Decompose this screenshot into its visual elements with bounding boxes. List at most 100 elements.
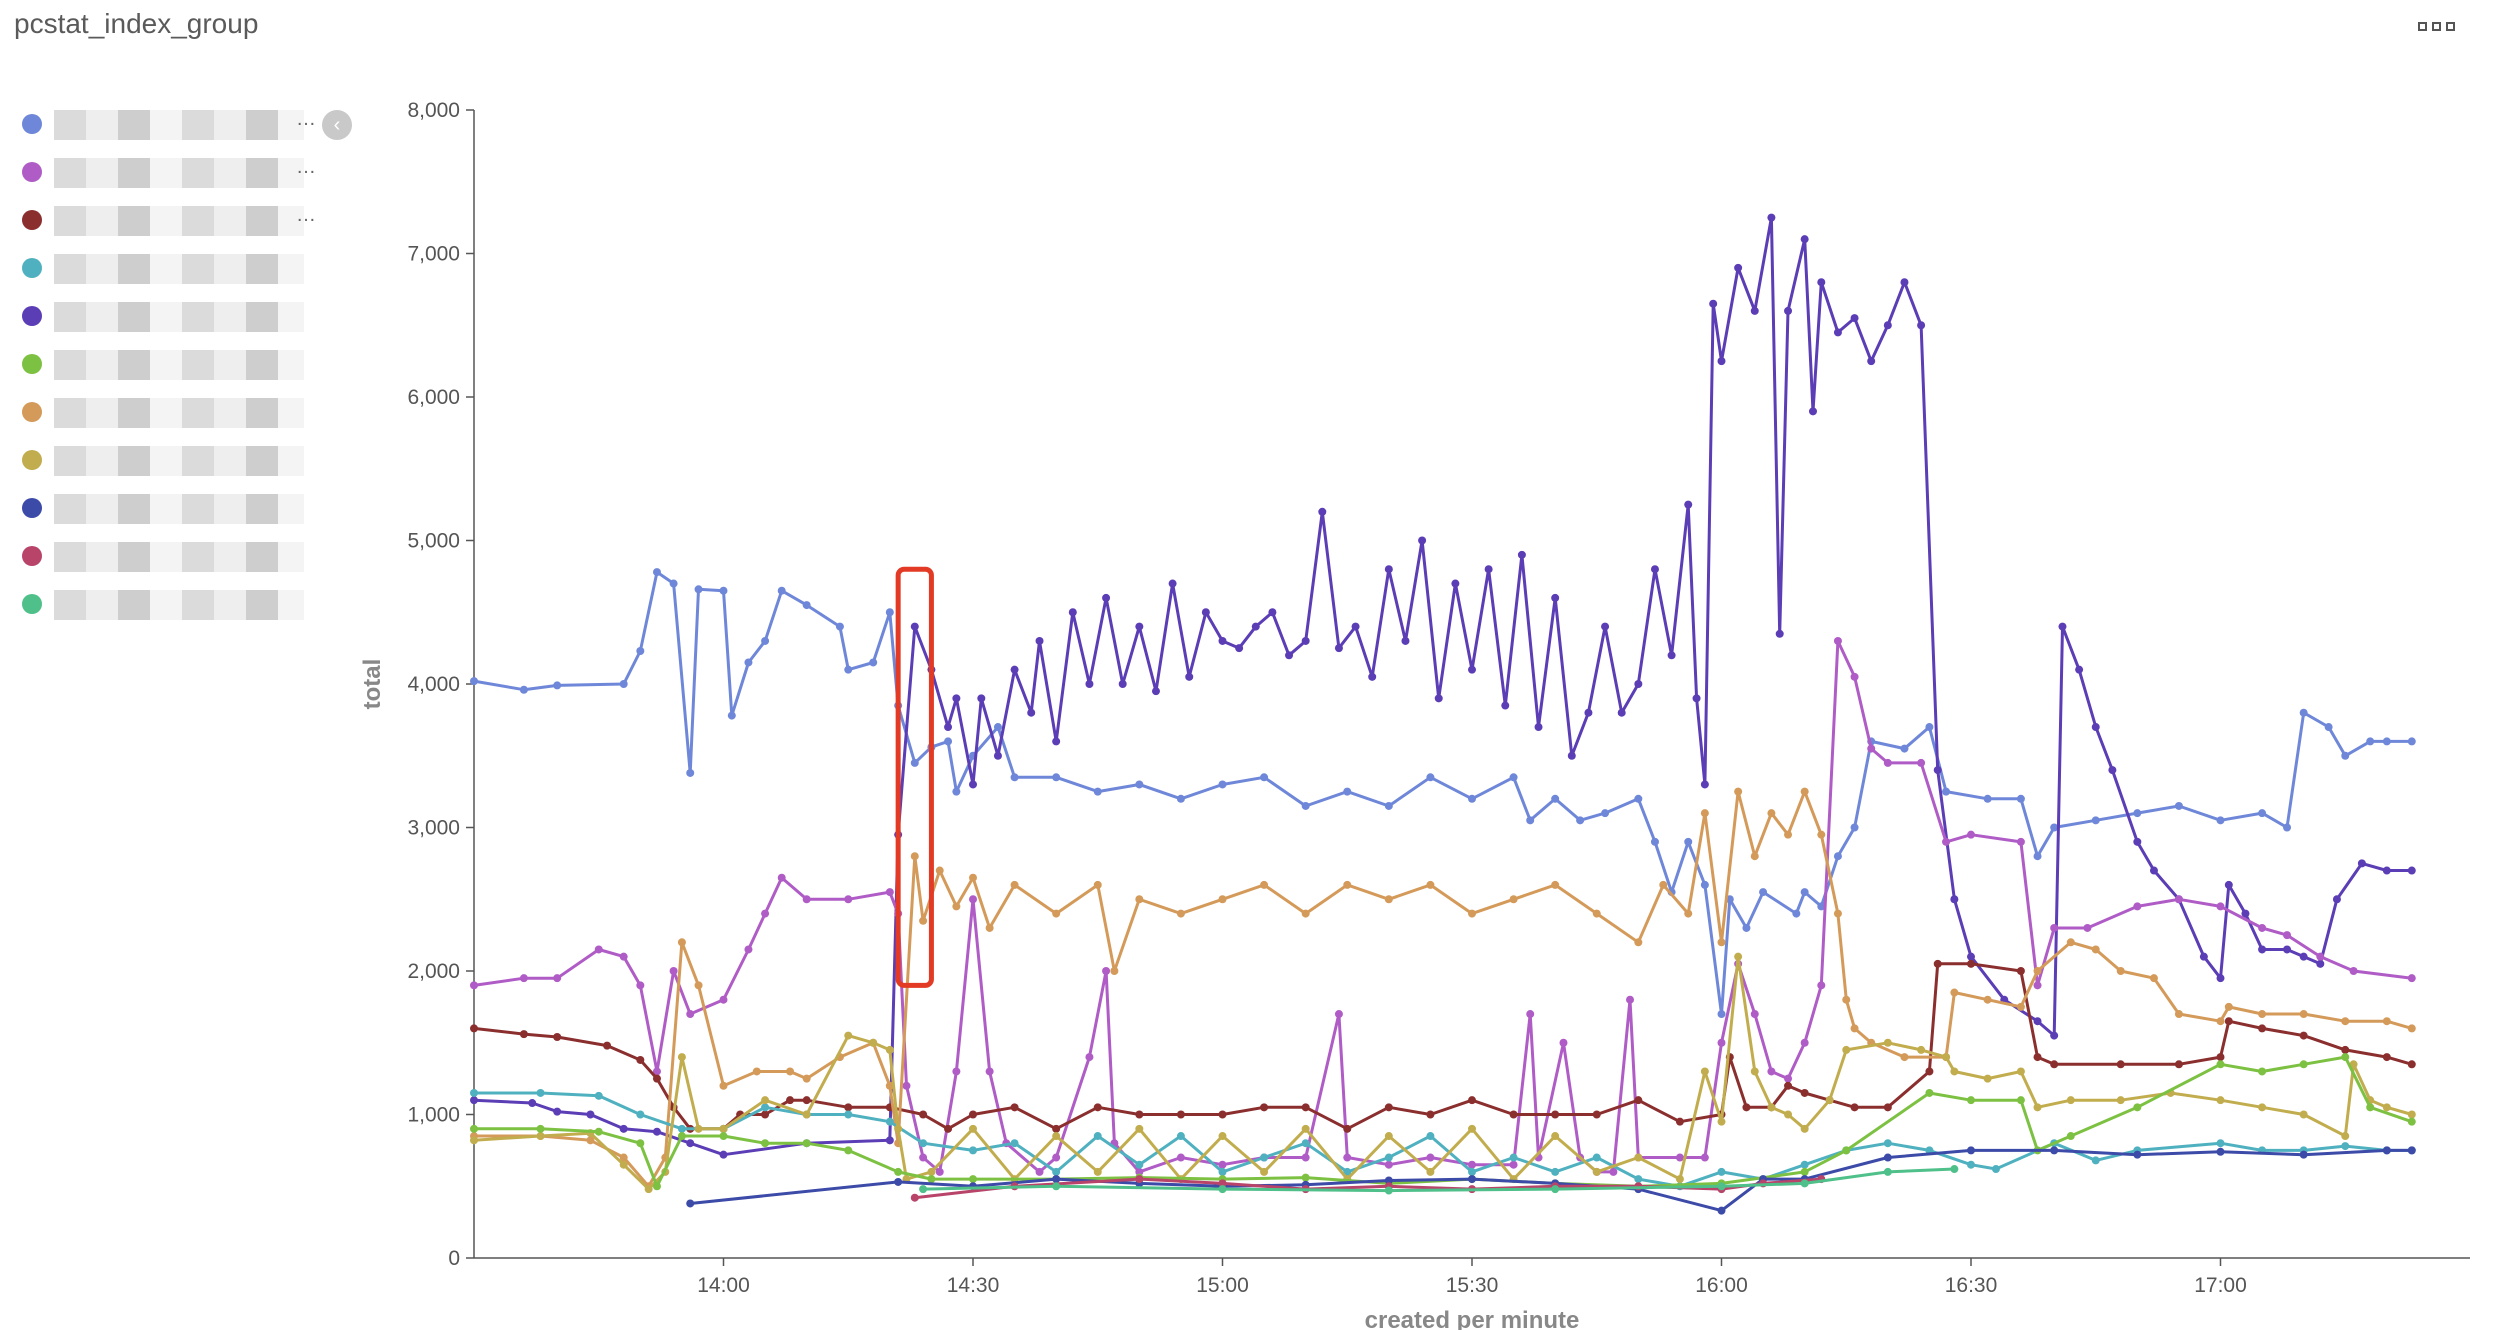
data-point	[1933, 959, 1942, 968]
data-point	[719, 1124, 728, 1133]
legend-item[interactable]	[14, 436, 314, 484]
data-point	[677, 1132, 686, 1141]
data-point	[1700, 780, 1709, 789]
data-point	[619, 1160, 628, 1169]
data-point	[1950, 988, 1959, 997]
data-point	[1750, 306, 1759, 315]
data-point	[1551, 880, 1560, 889]
data-point	[835, 622, 844, 631]
data-point	[1592, 1153, 1601, 1162]
data-point	[1767, 809, 1776, 818]
data-point	[744, 658, 753, 667]
legend-item[interactable]: …	[14, 148, 316, 196]
data-point	[1983, 1074, 1992, 1083]
data-point	[1468, 1096, 1476, 1105]
legend: ………	[14, 100, 316, 628]
legend-color-dot	[22, 258, 42, 278]
data-point	[470, 1136, 478, 1145]
data-point	[2299, 1060, 2308, 1069]
data-point	[1950, 1067, 1959, 1076]
data-point	[1684, 909, 1693, 918]
data-point	[1551, 593, 1560, 602]
data-point	[719, 1132, 728, 1141]
data-point	[677, 1053, 686, 1062]
data-point	[1800, 1160, 1809, 1169]
legend-item[interactable]	[14, 244, 314, 292]
data-point	[1426, 1167, 1435, 1176]
data-point	[1301, 1139, 1310, 1148]
data-point	[1343, 1153, 1352, 1162]
data-point	[636, 1055, 645, 1064]
data-point	[603, 1041, 612, 1050]
data-point	[1883, 1139, 1892, 1148]
data-point	[2174, 1060, 2183, 1069]
data-point	[2382, 1053, 2391, 1062]
data-point	[1842, 1045, 1851, 1054]
data-point	[586, 1136, 595, 1145]
data-point	[1260, 880, 1269, 889]
legend-item[interactable]	[14, 388, 314, 436]
data-point	[2091, 1156, 2100, 1165]
data-point	[2407, 866, 2416, 875]
options-menu-icon[interactable]	[2418, 22, 2458, 42]
data-point	[1135, 1160, 1144, 1169]
data-point	[1176, 1153, 1185, 1162]
data-point	[1900, 1053, 1909, 1062]
data-point	[1833, 909, 1842, 918]
data-point	[1468, 1167, 1476, 1176]
data-point	[1800, 1038, 1809, 1047]
legend-item[interactable]	[14, 340, 314, 388]
data-point	[1218, 636, 1227, 645]
legend-item[interactable]: …	[14, 196, 316, 244]
data-point	[1634, 1096, 1643, 1105]
data-point	[885, 1045, 894, 1054]
data-point	[2258, 923, 2267, 932]
data-point	[1268, 608, 1277, 617]
data-point	[1218, 1132, 1227, 1141]
data-point	[1185, 672, 1194, 681]
legend-item[interactable]	[14, 532, 314, 580]
data-point	[1817, 981, 1826, 990]
data-point	[1842, 1146, 1851, 1155]
collapse-legend-icon[interactable]: ‹	[322, 110, 352, 140]
data-point	[1983, 995, 1992, 1004]
data-point	[2033, 1017, 2042, 1026]
data-point	[2224, 1017, 2233, 1026]
data-point	[1102, 593, 1111, 602]
legend-item[interactable]: …	[14, 100, 316, 148]
data-point	[1825, 1096, 1834, 1105]
data-point	[2116, 1096, 2125, 1105]
data-point	[1717, 938, 1726, 947]
data-point	[844, 665, 853, 674]
data-point	[1218, 1179, 1227, 1188]
data-point	[2299, 1150, 2308, 1159]
data-point	[1983, 794, 1992, 803]
legend-label-redacted	[54, 206, 304, 236]
data-point	[844, 1031, 853, 1040]
data-point	[470, 1124, 478, 1133]
data-point	[944, 723, 953, 732]
data-point	[1925, 1067, 1934, 1076]
data-point	[2407, 1117, 2416, 1126]
data-point	[2224, 1002, 2233, 1011]
data-point	[1626, 995, 1635, 1004]
data-point	[802, 895, 811, 904]
data-point	[2407, 1060, 2416, 1069]
data-point	[2033, 967, 2042, 975]
legend-item[interactable]	[14, 292, 314, 340]
legend-ellipsis-icon: …	[296, 204, 316, 226]
data-point	[619, 680, 628, 688]
data-point	[1468, 1175, 1476, 1184]
data-point	[2299, 708, 2308, 717]
data-point	[1218, 895, 1227, 904]
data-point	[686, 1139, 695, 1148]
data-point	[553, 974, 562, 983]
legend-item[interactable]	[14, 580, 314, 628]
data-point	[1967, 1146, 1975, 1155]
legend-item[interactable]	[14, 484, 314, 532]
data-point	[1384, 801, 1393, 810]
data-point	[1784, 1110, 1793, 1119]
data-point	[1734, 263, 1743, 272]
data-point	[1784, 306, 1793, 315]
data-point	[2407, 737, 2416, 746]
